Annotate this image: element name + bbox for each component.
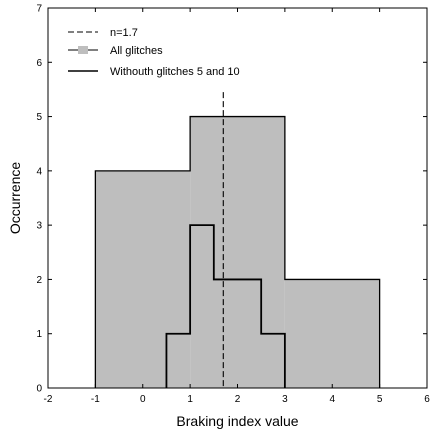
legend: n=1.7 All glitches Withouth glitches 5 and… [68, 27, 240, 78]
y-axis-title: Occurrence [7, 162, 23, 235]
y-tick-label: 1 [36, 329, 42, 340]
x-axis-title: Braking index value [176, 413, 298, 429]
x-tick-label: 0 [140, 394, 146, 405]
x-tick-label: -1 [91, 394, 100, 405]
histogram-bar-all-2 [284, 279, 380, 388]
histogram-bar-all-1 [190, 116, 285, 389]
x-tick-label: 5 [377, 394, 383, 405]
histogram-outline-all-glitches [94, 115, 381, 388]
legend-swatch-all-fill [78, 46, 88, 54]
y-tick-label: 5 [36, 112, 42, 123]
x-tick-label: 3 [282, 394, 288, 405]
y-tick-label: 4 [36, 166, 42, 177]
histogram-outline-without-glitches [165, 224, 286, 388]
x-tick-label: 4 [329, 394, 335, 405]
y-tick-label: 3 [36, 221, 42, 232]
axis-ticks: -2 -1 0 1 2 3 4 5 6 0 1 2 3 4 5 6 7 [36, 4, 430, 406]
x-tick-label: 1 [187, 394, 193, 405]
x-tick-label: 6 [424, 394, 430, 405]
y-tick-label: 7 [36, 4, 42, 15]
plot-area [94, 92, 381, 389]
x-tick-label: -2 [44, 394, 53, 405]
legend-label-without-glitches: Withouth glitches 5 and 10 [110, 66, 240, 78]
x-tick-label: 2 [235, 394, 241, 405]
y-tick-label: 2 [36, 275, 42, 286]
legend-label-all-glitches: All glitches [110, 45, 163, 57]
y-tick-label: 0 [36, 384, 42, 395]
histogram-bar-all-0 [95, 170, 191, 388]
legend-label-reference: n=1.7 [110, 27, 138, 39]
y-tick-label: 6 [36, 58, 42, 69]
